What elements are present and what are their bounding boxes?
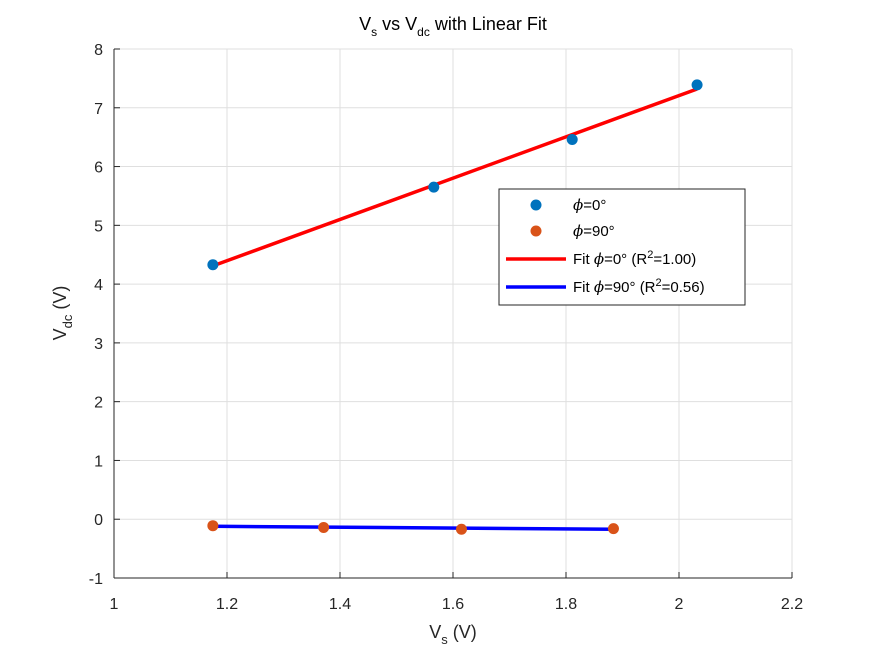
data-point-series-1 [318, 521, 330, 533]
x-tick-label: 2 [675, 596, 684, 613]
legend-label-fit-phi0: Fit ϕ=0° (R2=1.00) [573, 249, 696, 268]
x-tick-label: 1.2 [216, 596, 238, 613]
y-tick-label: 7 [94, 101, 103, 118]
y-tick-label: 0 [94, 512, 103, 529]
y-axis-label: Vdc (V) [50, 286, 75, 341]
y-tick-label: 6 [94, 160, 103, 177]
x-tick-label: 1.8 [555, 596, 577, 613]
y-tick-label: 2 [94, 395, 103, 412]
x-tick-label: 1 [110, 596, 119, 613]
x-tick-label: 1.4 [329, 596, 351, 613]
data-point-series-1 [455, 523, 467, 535]
data-points [207, 79, 703, 535]
data-point-series-0 [566, 134, 578, 146]
y-tick-label: 3 [94, 336, 103, 353]
fit-line-2 [212, 87, 698, 268]
axes-layer [113, 48, 793, 579]
y-tick-label: 5 [94, 218, 103, 235]
y-tick-label: 1 [94, 453, 103, 470]
legend: ϕ=0° ϕ=90° Fit ϕ=0° (R2=1.00) Fit ϕ=90° … [498, 188, 746, 306]
x-tick-label: 2.2 [781, 596, 803, 613]
y-tick-label: 4 [94, 277, 103, 294]
data-point-series-1 [207, 520, 219, 532]
x-tick-label: 1.6 [442, 596, 464, 613]
y-tick-label: 8 [94, 42, 103, 59]
legend-label-fit-phi90: Fit ϕ=90° (R2=0.56) [573, 277, 705, 296]
tick-labels: 1 1.2 1.4 1.6 1.8 2 2.2 -1 0 1 2 3 4 5 6 7 8 [89, 42, 803, 613]
fit-lines [212, 87, 698, 531]
data-point-series-0 [428, 181, 440, 193]
data-point-series-1 [607, 523, 619, 535]
x-axis-label: Vs (V) [429, 622, 477, 647]
legend-marker-phi90 [530, 225, 542, 237]
y-tick-label: -1 [89, 571, 103, 588]
data-point-series-0 [691, 79, 703, 91]
legend-marker-phi0 [530, 199, 542, 211]
legend-label-phi90: ϕ=90° [573, 222, 615, 240]
chart-title: Vs vs Vdc with Linear Fit [359, 14, 547, 39]
legend-label-phi0: ϕ=0° [573, 196, 606, 214]
data-point-series-0 [207, 259, 219, 271]
fit-line-3 [212, 524, 614, 531]
